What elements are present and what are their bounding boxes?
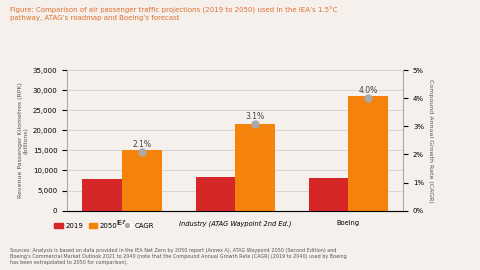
Bar [83,179,122,211]
Bar [235,124,275,211]
Bar [348,96,388,211]
Text: Sources: Analysis is based on data provided in the IEA Net Zero by 2050 report (: Sources: Analysis is based on data provi… [10,248,347,265]
Y-axis label: Revenue Passenger Kilometres (RPK)
(billions): Revenue Passenger Kilometres (RPK) (bill… [18,82,29,198]
Text: 4.0%: 4.0% [359,86,378,96]
Text: 2.1%: 2.1% [132,140,151,149]
Text: 3.1%: 3.1% [245,112,264,121]
Y-axis label: Compound Annual Growth Rate (CAGR): Compound Annual Growth Rate (CAGR) [428,79,433,202]
Text: Figure: Comparison of air passenger traffic projections (2019 to 2050) used in t: Figure: Comparison of air passenger traf… [10,7,337,21]
Bar [122,150,162,211]
Legend: 2019, 2050, CAGR: 2019, 2050, CAGR [51,220,156,231]
Bar [196,177,235,211]
Bar [309,178,348,211]
